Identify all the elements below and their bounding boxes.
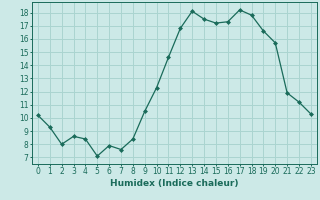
X-axis label: Humidex (Indice chaleur): Humidex (Indice chaleur) — [110, 179, 239, 188]
